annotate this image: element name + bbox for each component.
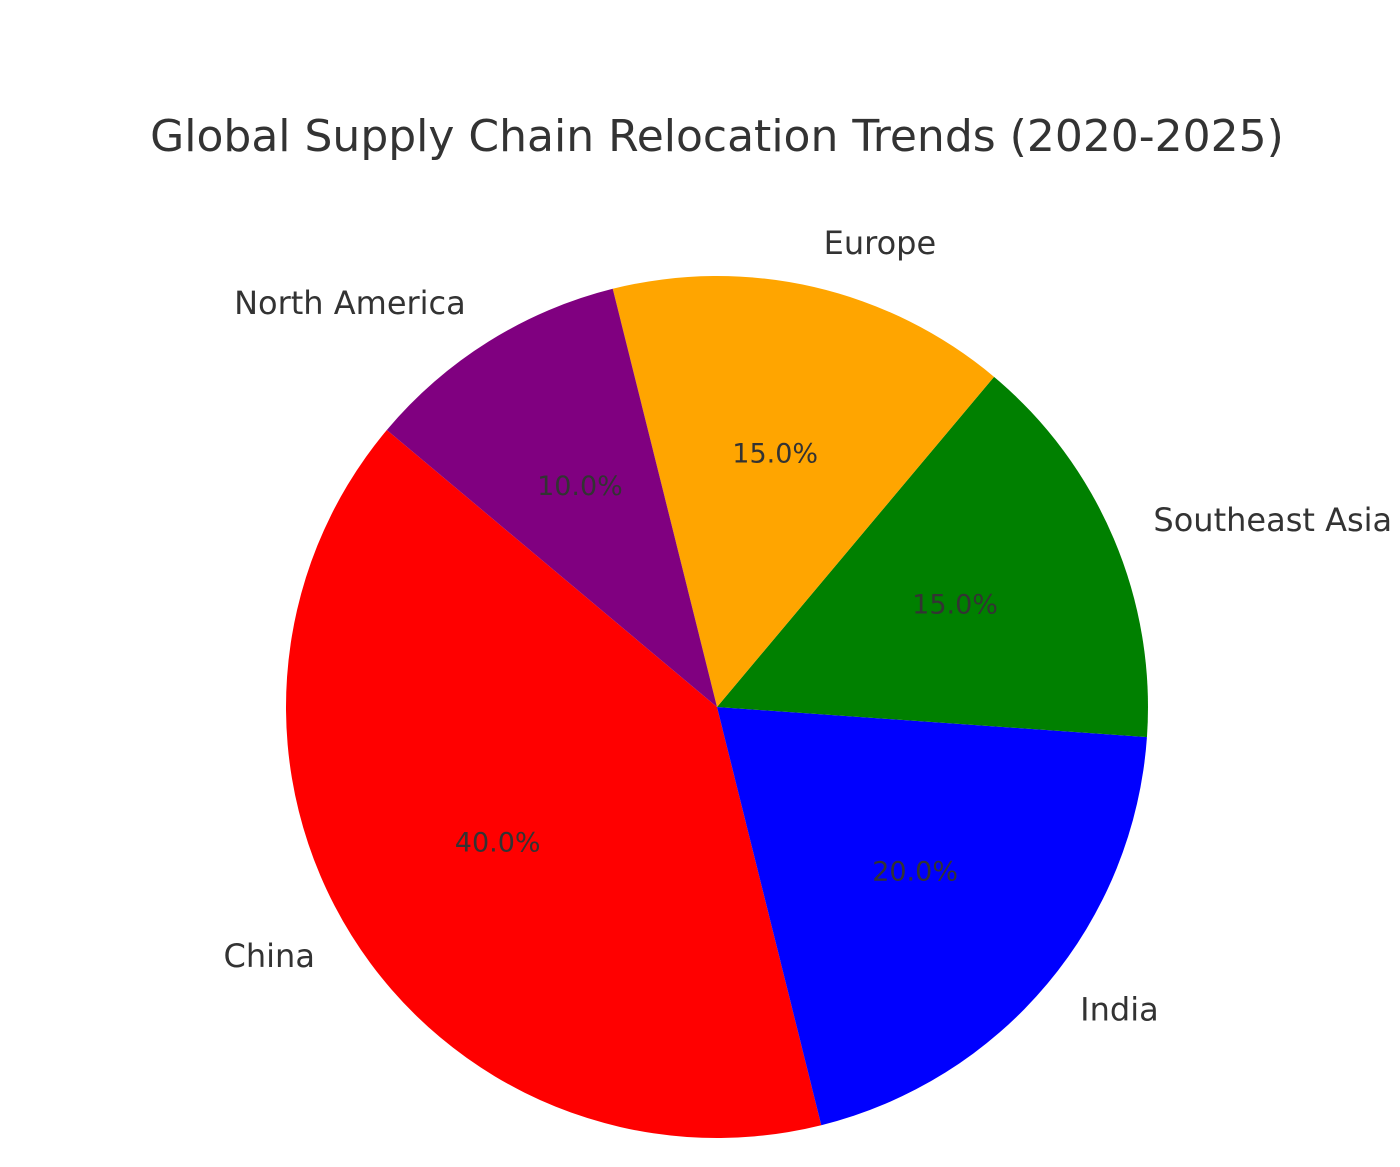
slice-label-southeast-asia: Southeast Asia (1153, 501, 1392, 539)
pie-labels: China 40.0% India 20.0% Southeast Asia 15.0% E… (224, 224, 1393, 1029)
slice-label-china: China (224, 937, 315, 975)
percent-label-southeast-asia: 15.0% (912, 589, 998, 620)
pie-slice-southeast-asia (717, 376, 1148, 738)
pie-slices (285, 276, 1148, 1139)
percent-label-europe: 15.0% (732, 439, 818, 470)
pie-slice-india (717, 707, 1147, 1126)
chart-title: Global Supply Chain Relocation Trends (2… (150, 111, 1284, 162)
percent-label-north-america: 10.0% (537, 471, 623, 502)
pie-slice-europe (612, 276, 995, 707)
percent-label-china: 40.0% (455, 828, 541, 859)
slice-label-north-america: North America (234, 284, 466, 322)
pie-slice-north-america (386, 288, 717, 707)
percent-label-india: 20.0% (872, 857, 958, 888)
pie-slice-china (285, 429, 822, 1139)
slice-label-india: India (1080, 991, 1159, 1029)
slice-label-europe: Europe (824, 224, 937, 262)
